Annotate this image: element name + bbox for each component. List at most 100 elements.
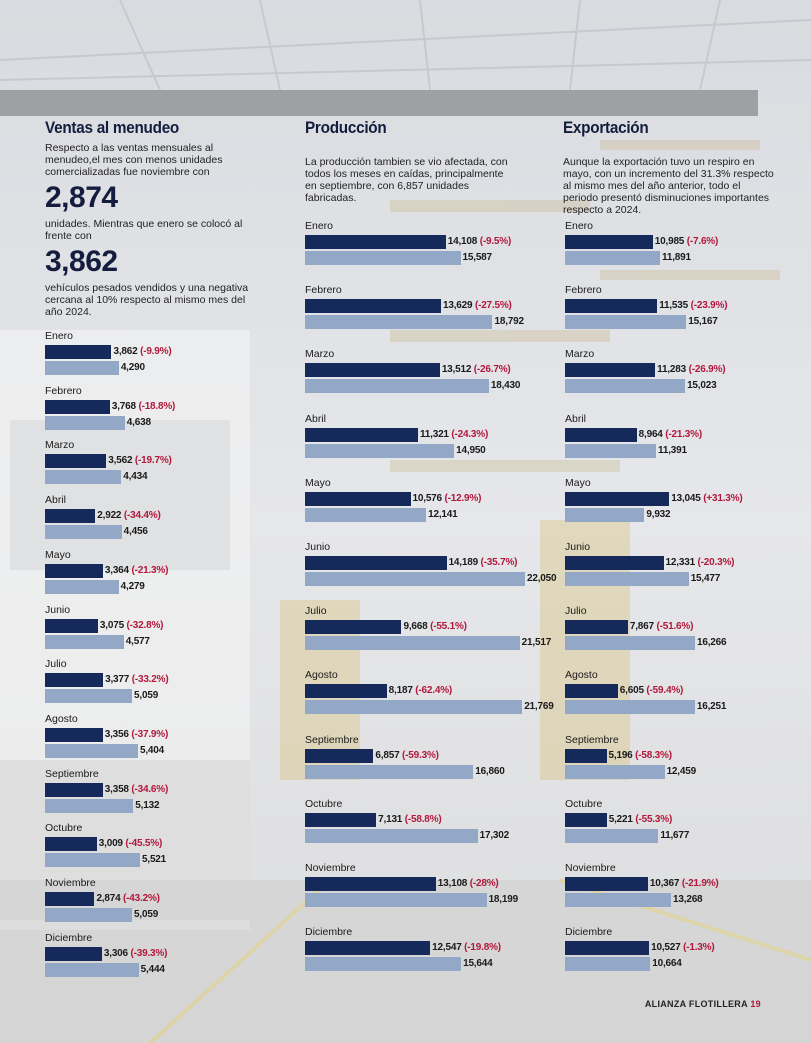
value-current: 13,512 <box>441 364 474 376</box>
value-label-previous: 9,932 <box>646 508 671 520</box>
category-label: Junio <box>565 541 591 553</box>
value-label-current: 11,535 (-23.9%) <box>659 300 727 311</box>
value-label-current: 10,367 (-21.9%) <box>650 878 719 889</box>
produccion-title: Producción <box>305 118 387 137</box>
value-label-current: 10,576 (-12.9%) <box>413 493 482 504</box>
value-label-previous: 17,302 <box>479 829 510 841</box>
bar-previous <box>565 251 661 265</box>
bar-previous <box>305 893 487 907</box>
value-current: 10,576 <box>412 492 445 504</box>
value-label-previous: 5,521 <box>142 854 167 866</box>
category-label: Junio <box>45 603 71 616</box>
exportacion-title: Exportación <box>563 118 649 137</box>
bar-current <box>305 427 418 442</box>
value-label-current: 3,562 (-19.7%) <box>108 455 172 466</box>
value-label-current: 7,131 (-58.8%) <box>378 813 442 825</box>
value-label-current: 5,196 (-58.3%) <box>608 749 673 761</box>
category-label: Marzo <box>305 348 335 361</box>
bar-current <box>45 399 110 414</box>
category-label: Agosto <box>45 712 78 725</box>
bar-current <box>45 454 107 469</box>
change-percent: (-37.9%) <box>131 728 169 740</box>
change-percent: (-21.9%) <box>681 878 719 889</box>
value-label-current: 13,108 (-28%) <box>438 878 499 889</box>
bar-current <box>305 812 377 827</box>
value-label-previous: 4,456 <box>123 526 148 538</box>
value-label-previous: 15,477 <box>690 573 721 584</box>
value-current: 13,108 <box>437 878 470 889</box>
bar-current <box>305 684 387 699</box>
change-percent: (-58.3%) <box>635 749 672 761</box>
change-percent: (-58.8%) <box>404 813 442 825</box>
change-percent: (-34.6%) <box>131 783 169 795</box>
change-percent: (-32.8%) <box>126 619 164 631</box>
bar-current <box>565 748 607 763</box>
bar-previous <box>45 525 122 540</box>
bar-current <box>45 837 97 852</box>
value-label-previous: 4,638 <box>126 416 151 428</box>
category-label: Marzo <box>565 348 595 361</box>
bar-previous <box>45 908 133 922</box>
value-current: 10,985 <box>654 236 687 247</box>
bar-current <box>305 491 411 506</box>
change-percent: (-21.3%) <box>131 564 169 576</box>
produccion-intro: La producción tambien se vio afectada, c… <box>305 156 508 204</box>
category-label: Febrero <box>305 284 342 297</box>
change-percent: (-35.7%) <box>480 557 518 568</box>
change-percent: (-39.3%) <box>130 947 168 959</box>
value-current: 5,196 <box>608 749 636 761</box>
change-percent: (-18.8%) <box>138 400 176 412</box>
value-current: 11,535 <box>659 300 691 312</box>
bar-current <box>45 345 112 359</box>
category-label: Septiembre <box>45 767 99 780</box>
category-label: Octubre <box>305 797 343 810</box>
value-label-previous: 22,050 <box>527 573 557 584</box>
ventas-outro: vehículos pesados vendidos y una negativ… <box>45 282 249 318</box>
bar-previous <box>565 828 659 843</box>
bar-previous <box>565 957 651 972</box>
value-current: 13,629 <box>442 300 475 312</box>
bar-previous <box>45 634 124 649</box>
value-label-current: 13,512 (-26.7%) <box>442 364 511 375</box>
category-label: Diciembre <box>305 926 353 939</box>
change-percent: (-55.3%) <box>635 813 673 825</box>
bar-previous <box>305 700 523 715</box>
exportacion-intro: Aunque la exportación tuvo un respiro en… <box>563 156 774 216</box>
value-current: 6,857 <box>375 749 403 761</box>
value-label-current: 9,668 (-55.1%) <box>403 621 467 632</box>
bar-current <box>565 299 658 314</box>
category-label: Mayo <box>565 476 591 489</box>
bar-previous <box>45 853 140 868</box>
change-percent: (+31.3%) <box>703 492 743 504</box>
category-label: Abril <box>565 412 587 425</box>
bar-previous <box>305 572 525 586</box>
value-current: 11,321 <box>419 428 452 440</box>
ventas-big-number-1: 2,874 <box>45 181 118 214</box>
value-current: 7,867 <box>629 621 657 633</box>
change-percent: (-51.6%) <box>656 621 694 633</box>
category-label: Julio <box>565 605 587 618</box>
bar-current <box>565 556 664 570</box>
category-label: Enero <box>565 220 594 232</box>
value-label-current: 14,189 (-35.7%) <box>449 557 518 568</box>
value-label-previous: 5,059 <box>134 690 159 702</box>
category-label: Abril <box>305 412 327 425</box>
value-label-current: 8,187 (-62.4%) <box>389 685 453 696</box>
value-label-current: 7,867 (-51.6%) <box>629 621 694 633</box>
value-label-previous: 16,251 <box>696 701 727 713</box>
bar-previous <box>45 579 119 594</box>
bar-current <box>305 363 440 378</box>
value-label-previous: 12,459 <box>666 765 697 777</box>
value-label-previous: 15,644 <box>463 958 493 970</box>
change-percent: (-43.2%) <box>123 893 160 904</box>
change-percent: (-1.3%) <box>683 942 715 954</box>
category-label: Diciembre <box>565 926 613 939</box>
change-percent: (-9.5%) <box>479 236 512 247</box>
bar-current <box>45 563 103 578</box>
header-band <box>0 90 758 116</box>
bar-current <box>45 673 104 688</box>
value-label-previous: 14,950 <box>456 444 486 456</box>
category-label: Octubre <box>45 822 83 835</box>
value-label-previous: 4,290 <box>120 362 145 373</box>
value-label-previous: 11,391 <box>658 444 687 456</box>
